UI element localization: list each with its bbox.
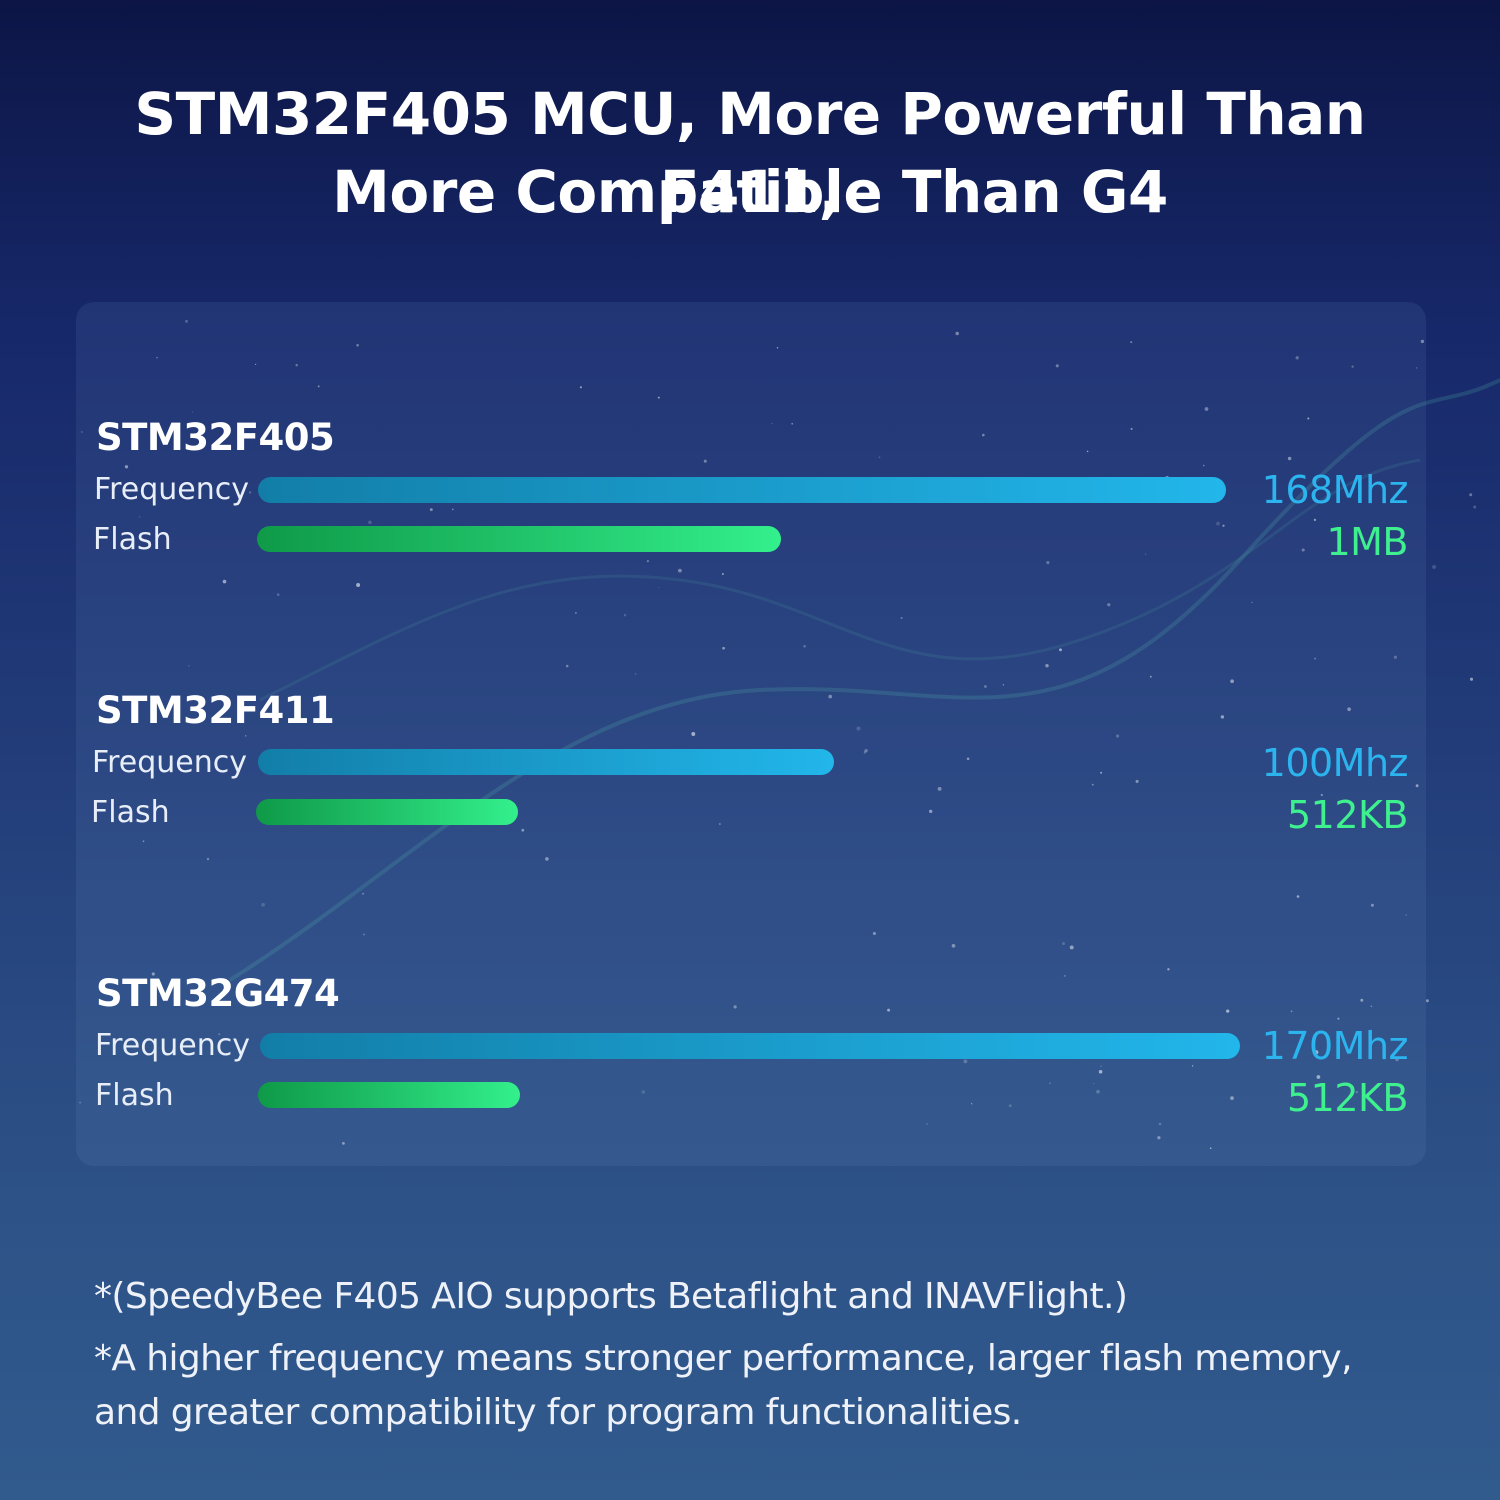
bar-stm32f405-frequency xyxy=(258,477,1226,503)
value-stm32f411-flash: 512KB xyxy=(1286,793,1409,837)
group-title-stm32g474: STM32G474 xyxy=(96,972,340,1015)
bar-stm32g474-frequency xyxy=(260,1033,1240,1059)
star-dot xyxy=(1469,677,1474,681)
value-stm32f405-frequency: 168Mhz xyxy=(1261,468,1409,512)
star-dot xyxy=(1425,999,1429,1003)
star-dot xyxy=(1473,505,1477,509)
bar-stm32f405-flash xyxy=(257,526,781,552)
value-stm32g474-frequency: 170Mhz xyxy=(1261,1024,1409,1068)
group-title-stm32f411: STM32F411 xyxy=(96,689,335,732)
headline-line-2: More Compatible Than G4 xyxy=(332,158,1168,226)
metric-label-flash: Flash xyxy=(95,1078,174,1113)
metric-label-flash: Flash xyxy=(93,522,172,557)
star-dot xyxy=(1469,493,1473,497)
footnote-frequency-explanation: *A higher frequency means stronger perfo… xyxy=(94,1338,1353,1379)
bar-stm32f411-frequency xyxy=(258,749,834,775)
metric-label-frequency: Frequency xyxy=(95,1028,250,1063)
bar-stm32f411-flash xyxy=(256,799,518,825)
headline-line-1: STM32F405 MCU, More Powerful Than F411, xyxy=(134,80,1366,226)
footnote-software-support: *(SpeedyBee F405 AIO supports Betaflight… xyxy=(94,1276,1128,1317)
value-stm32f411-frequency: 100Mhz xyxy=(1261,741,1409,785)
footnote-frequency-explanation-cont: and greater compatibility for program fu… xyxy=(94,1392,1022,1433)
comparison-panel xyxy=(76,302,1426,1166)
star-dot xyxy=(1432,565,1437,569)
value-stm32f405-flash: 1MB xyxy=(1326,520,1408,564)
group-title-stm32f405: STM32F405 xyxy=(96,416,335,459)
metric-label-flash: Flash xyxy=(91,795,170,830)
metric-label-frequency: Frequency xyxy=(94,472,249,507)
bar-stm32g474-flash xyxy=(258,1082,520,1108)
metric-label-frequency: Frequency xyxy=(92,745,247,780)
value-stm32g474-flash: 512KB xyxy=(1286,1076,1409,1120)
